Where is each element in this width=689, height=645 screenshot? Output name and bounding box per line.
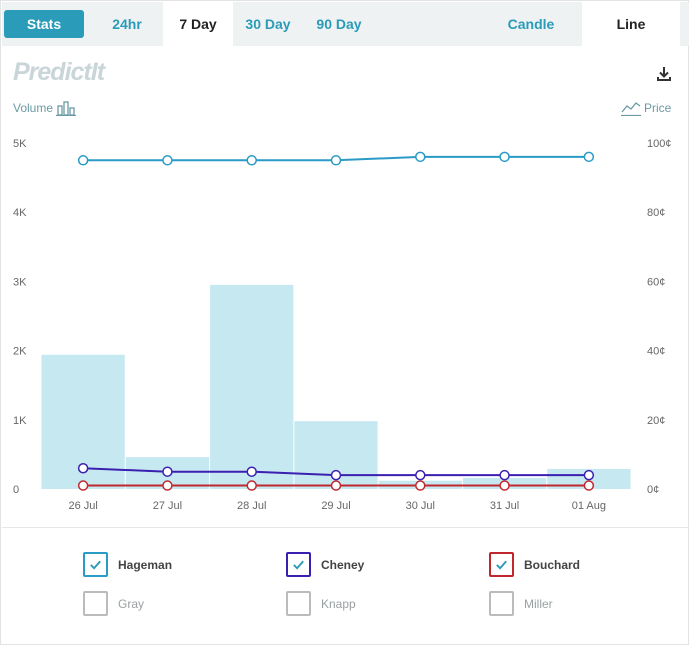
series-point-bouchard [246,480,257,491]
checkmark-icon [293,560,304,570]
x-tick-label: 01 Aug [572,500,606,512]
series-point-bouchard [330,480,342,491]
legend-label: Knapp [321,596,356,611]
series-point-cheney [415,469,426,481]
download-icon[interactable] [655,65,673,83]
price-volume-chart: 0 1K 2K 3K 4K 5K 0¢ 20¢ 40¢ 60¢ 80¢ 100¢ 26 Jul 27 Ju… [13,138,671,512]
legend-item-cheney[interactable]: Cheney [286,552,364,577]
series-point-hageman [499,151,510,163]
volume-axis-label: Volume [13,101,54,115]
tab-24hr[interactable]: 24hr [112,16,142,32]
series-point-bouchard [415,480,426,491]
tab-candle[interactable]: Candle [507,16,555,32]
checkmark-icon [496,560,507,570]
series-point-hageman [246,155,257,166]
tab-line[interactable]: Line [582,2,680,46]
legend-divider [2,527,689,528]
series-point-cheney [330,469,342,481]
legend-checkbox[interactable] [286,552,311,577]
logo-text: PredictIt [13,57,105,86]
x-tick-label: 30 Jul [406,500,435,512]
legend-item-gray[interactable]: Gray [83,591,144,616]
legend-item-hageman[interactable]: Hageman [83,552,172,577]
series-point-bouchard [77,480,89,491]
legend-label: Miller [524,596,553,611]
volume-bar [210,284,294,489]
price-axis-title: Price [621,100,671,116]
volume-tick-label: 3K [13,276,27,288]
x-tick-label: 31 Jul [490,500,519,512]
volume-tick-label: 2K [13,346,27,358]
legend-checkbox[interactable] [489,552,514,577]
price-tick-label: 20¢ [647,415,665,427]
price-tick-label: 80¢ [647,207,665,219]
series-point-hageman [162,155,173,166]
volume-tick-label: 1K [13,415,27,427]
legend-checkbox[interactable] [83,591,108,616]
series-point-cheney [77,462,89,474]
x-tick-label: 28 Jul [237,500,266,512]
stats-button[interactable]: Stats [4,10,84,38]
price-tick-label: 40¢ [647,346,665,358]
series-point-bouchard [162,480,173,491]
series-point-hageman [415,151,426,163]
legend-item-knapp[interactable]: Knapp [286,591,356,616]
legend-checkbox[interactable] [489,591,514,616]
volume-tick-label: 5K [13,138,27,150]
bar-chart-icon [56,101,77,116]
series-point-hageman [330,155,342,166]
x-tick-label: 27 Jul [153,500,182,512]
series-point-hageman [77,155,89,166]
series-point-bouchard [583,480,595,491]
legend-item-miller[interactable]: Miller [489,591,553,616]
checkmark-icon [90,560,101,570]
legend-label: Gray [118,596,145,611]
series-point-cheney [246,466,257,477]
legend-checkbox[interactable] [83,552,108,577]
x-tick-label: 29 Jul [321,500,350,512]
series-point-bouchard [499,480,510,491]
x-tick-label: 26 Jul [68,500,97,512]
series-point-cheney [499,469,510,481]
series-point-cheney [583,469,595,481]
predictit-logo: PredictIt [13,57,105,87]
volume-tick-label: 0 [13,484,19,496]
legend-label: Bouchard [524,557,581,572]
price-tick-label: 60¢ [647,276,665,288]
tab-90-day[interactable]: 90 Day [316,16,362,32]
series-point-hageman [583,151,595,163]
tab-30-day[interactable]: 30 Day [245,16,291,32]
legend-label: Cheney [321,557,365,572]
volume-axis-title: Volume [13,100,77,116]
tab-bar: Stats 24hr 7 Day 30 Day 90 Day Candle Li… [2,2,689,46]
price-tick-label: 0¢ [647,484,659,496]
price-tick-label: 100¢ [647,138,671,150]
legend-checkbox[interactable] [286,591,311,616]
legend-item-bouchard[interactable]: Bouchard [489,552,580,577]
legend-label: Hageman [118,557,173,572]
line-chart-icon [621,102,641,116]
price-axis-label: Price [644,101,672,115]
series-point-cheney [162,466,173,477]
volume-tick-label: 4K [13,207,27,219]
tab-7-day[interactable]: 7 Day [163,2,233,46]
